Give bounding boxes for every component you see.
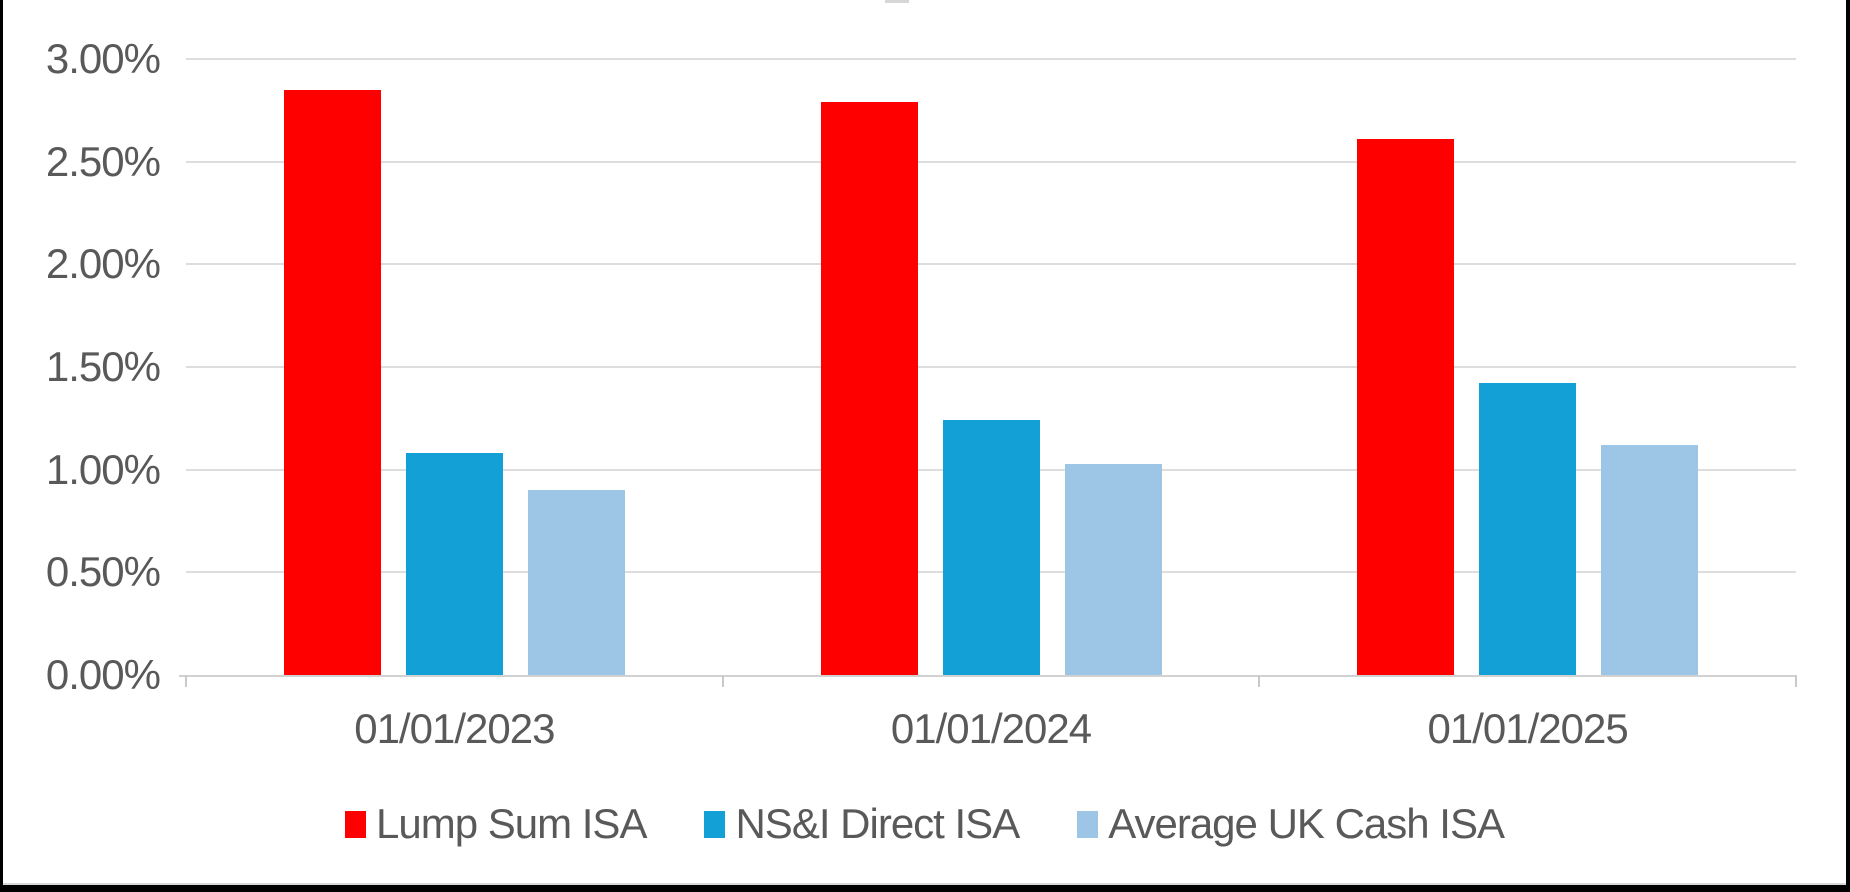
y-axis-label: 3.00%: [45, 35, 161, 82]
gridline: [186, 58, 1796, 60]
legend-swatch-icon: [704, 810, 726, 838]
y-axis-label: 0.50%: [45, 548, 161, 596]
gridline: [186, 263, 1796, 266]
legend-swatch-icon: [345, 810, 366, 838]
y-axis-label: 2.50%: [45, 137, 161, 185]
legend-swatch-icon: [1077, 810, 1099, 838]
y-axis-label: 0.00%: [45, 651, 161, 698]
bar-01-01-2025-series-1: [1479, 383, 1577, 675]
legend-label: Lump Sum ISA: [376, 800, 647, 847]
x-axis-line: [179, 675, 1796, 677]
x-axis-label: 01/01/2023: [354, 705, 555, 752]
gridline: [186, 366, 1796, 368]
legend-label: NS&I Direct ISA: [735, 800, 1020, 847]
bar-01-01-2025-series-2: [1601, 445, 1699, 675]
axis-tick: [1258, 675, 1261, 687]
axis-tick: [721, 675, 724, 687]
bar-01-01-2025-series-0: [1357, 139, 1455, 675]
y-axis-label: 2.00%: [45, 240, 161, 288]
plot-area: [179, 58, 1797, 687]
bar-01-01-2024-series-2: [1064, 464, 1162, 675]
legend: Lump Sum ISA NS&I Direct ISA Average UK Ca…: [3, 800, 1846, 848]
bar-01-01-2023-series-0: [283, 90, 381, 675]
legend-item: NS&I Direct ISA: [704, 800, 1020, 848]
y-axis-label: 1.50%: [45, 343, 161, 390]
axis-tick: [1795, 675, 1797, 687]
legend-item: Lump Sum ISA: [345, 800, 647, 848]
legend-item: Average UK Cash ISA: [1077, 800, 1505, 848]
chart-bottom-edge: [3, 883, 1846, 885]
bar-01-01-2023-series-2: [527, 490, 625, 675]
axis-tick: [185, 675, 187, 687]
bar-01-01-2024-series-0: [820, 102, 918, 675]
bar-01-01-2023-series-1: [405, 453, 503, 675]
x-axis-label: 01/01/2024: [890, 705, 1092, 752]
cropped-title-fragment: [885, 0, 909, 3]
bar-01-01-2024-series-1: [942, 420, 1040, 675]
legend-label: Average UK Cash ISA: [1108, 800, 1505, 847]
y-axis-label: 1.00%: [45, 445, 161, 493]
gridline: [186, 160, 1796, 163]
x-axis-label: 01/01/2025: [1427, 705, 1629, 752]
